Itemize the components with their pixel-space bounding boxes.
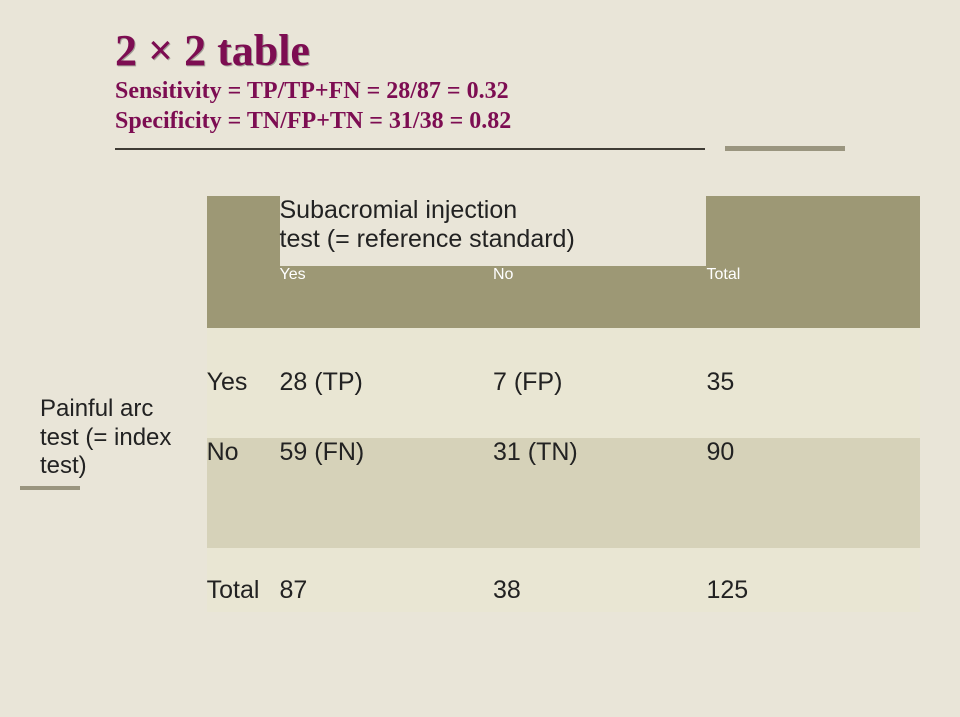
- col-header-total: Total: [706, 266, 920, 328]
- label-line: Painful arc: [40, 395, 153, 422]
- reference-standard-caption: Subacromial injection test (= reference …: [280, 196, 707, 266]
- table-row: Painful arc test (= index test) Yes 28 (…: [40, 328, 920, 438]
- slide: 2 × 2 table Sensitivity = TP/TP+FN = 28/…: [0, 0, 960, 717]
- caption-line: test (= reference standard): [280, 225, 575, 253]
- sensitivity-line: Sensitivity = TP/TP+FN = 28/87 = 0.32: [115, 76, 920, 106]
- empty-cell: [706, 196, 920, 266]
- row-label-total: Total: [207, 548, 280, 612]
- cell-tp: 28 (TP): [280, 328, 493, 438]
- empty-cell: [40, 266, 207, 328]
- divider-short: [725, 146, 845, 151]
- empty-cell: [40, 196, 207, 266]
- table-row: Subacromial injection test (= reference …: [40, 196, 920, 266]
- empty-cell: [40, 548, 207, 612]
- cell-row2-total: 90: [706, 438, 920, 548]
- caption-line: Subacromial injection: [280, 196, 518, 224]
- cell-col-no-total: 38: [493, 548, 707, 612]
- left-accent-bar: [20, 486, 80, 490]
- two-by-two-table: Subacromial injection test (= reference …: [40, 196, 920, 612]
- col-header-yes: Yes: [280, 266, 493, 328]
- table-container: Subacromial injection test (= reference …: [40, 196, 920, 612]
- label-line: test (= index: [40, 424, 171, 451]
- col-header-no: No: [493, 266, 707, 328]
- empty-cell: [207, 196, 280, 266]
- divider: [115, 148, 920, 150]
- empty-cell: [207, 266, 280, 328]
- cell-fn: 59 (FN): [280, 438, 493, 548]
- cell-tn: 31 (TN): [493, 438, 707, 548]
- label-line: test): [40, 452, 87, 479]
- cell-col-yes-total: 87: [280, 548, 493, 612]
- row-label-no: No: [207, 438, 280, 548]
- slide-title: 2 × 2 table: [115, 25, 920, 76]
- specificity-line: Specificity = TN/FP+TN = 31/38 = 0.82: [115, 106, 920, 136]
- cell-grand-total: 125: [706, 548, 920, 612]
- cell-fp: 7 (FP): [493, 328, 707, 438]
- index-test-label: Painful arc test (= index test): [40, 328, 207, 548]
- divider-long: [115, 148, 705, 150]
- table-row: Yes No Total: [40, 266, 920, 328]
- cell-row1-total: 35: [706, 328, 920, 438]
- table-row: Total 87 38 125: [40, 548, 920, 612]
- row-label-yes: Yes: [207, 328, 280, 438]
